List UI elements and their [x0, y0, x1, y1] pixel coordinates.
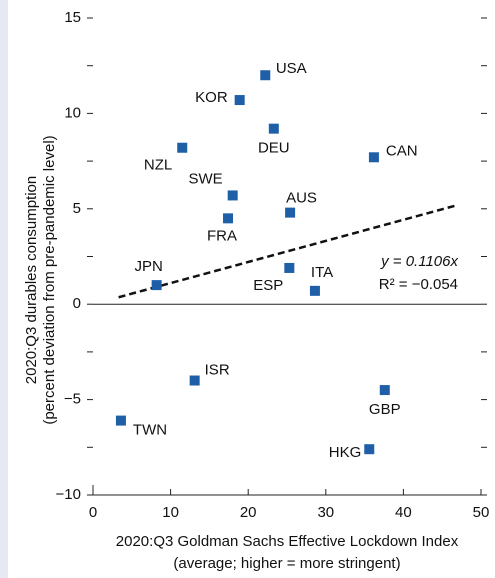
- y-tick-label: 0: [73, 295, 81, 312]
- y-tick-label: −5: [64, 391, 81, 408]
- trendline: [118, 203, 459, 299]
- y-tick-label: 5: [73, 200, 81, 217]
- x-axis-title: 2020:Q3 Goldman Sachs Effective Lockdown…: [116, 533, 459, 550]
- point-label: ISR: [205, 361, 230, 378]
- side-strip: [0, 0, 8, 578]
- y-axis-title: 2020:Q3 durables consumption (percent de…: [23, 135, 58, 424]
- point: [234, 95, 245, 106]
- point-label: DEU: [258, 140, 290, 157]
- point-label: USA: [276, 60, 307, 77]
- point-label: NZL: [144, 157, 172, 174]
- x-tick-label: 40: [395, 504, 412, 521]
- annotation: y = 0.1106x: [380, 253, 458, 270]
- y-tick-label: 10: [64, 104, 81, 121]
- point-label: HKG: [329, 444, 362, 461]
- point: [227, 190, 238, 201]
- point: [268, 123, 279, 134]
- point: [285, 207, 296, 218]
- annotation: R² = −0.054: [379, 276, 458, 293]
- point-label: KOR: [195, 89, 228, 106]
- point: [189, 375, 200, 386]
- point: [379, 385, 390, 396]
- x-tick-label: 30: [317, 504, 334, 521]
- point: [368, 152, 379, 163]
- x-tick-label: 20: [240, 504, 257, 521]
- point: [309, 285, 320, 296]
- point-label: TWN: [133, 422, 167, 439]
- point-label: FRA: [207, 227, 237, 244]
- y-tick-label: −10: [56, 486, 81, 503]
- point: [151, 280, 162, 291]
- point: [364, 444, 375, 455]
- x-axis-title: (average; higher = more stringent): [173, 555, 400, 572]
- point-label: SWE: [189, 170, 223, 187]
- point-label: ITA: [311, 264, 333, 281]
- point: [223, 213, 234, 224]
- point: [260, 70, 271, 81]
- y-axis-title-line: (percent deviation from pre-pandemic lev…: [41, 135, 58, 424]
- point-label: AUS: [286, 190, 317, 207]
- x-tick-label: 0: [89, 504, 97, 521]
- point-label: CAN: [386, 142, 418, 159]
- x-tick-label: 50: [473, 504, 490, 521]
- point-label: ESP: [253, 277, 283, 294]
- x-tick-label: 10: [162, 504, 179, 521]
- point-label: JPN: [134, 258, 162, 275]
- y-axis-title-line: 2020:Q3 durables consumption: [23, 176, 40, 384]
- point-label: GBP: [369, 401, 401, 418]
- point: [284, 262, 295, 273]
- y-tick-label: 15: [64, 9, 81, 26]
- point: [177, 142, 188, 153]
- point: [115, 415, 126, 426]
